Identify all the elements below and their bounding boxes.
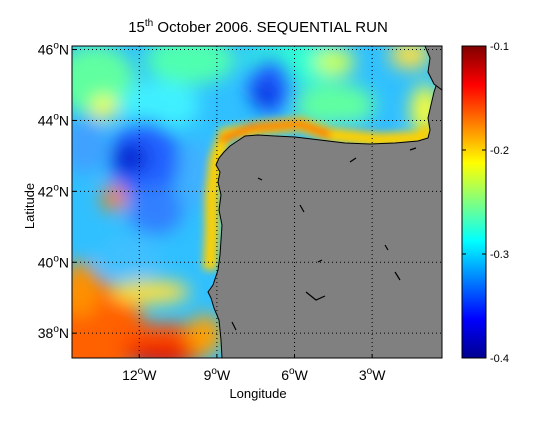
y-tick-label: 44oN	[38, 111, 69, 128]
colorbar	[461, 45, 487, 359]
x-tick-label: 9oW	[204, 366, 231, 383]
colorbar-tick-label: -0.4	[490, 353, 509, 365]
y-tick-label: 40oN	[38, 253, 69, 270]
x-tick-label: 12oW	[122, 366, 157, 383]
x-axis-label: Longitude	[229, 386, 286, 401]
title-suffix: th	[145, 18, 153, 29]
map-frame	[71, 45, 443, 359]
title-day: 15	[128, 19, 145, 36]
map-title: 15th October 2006. SEQUENTIAL RUN	[128, 18, 388, 36]
title-rest: October 2006. SEQUENTIAL RUN	[153, 19, 388, 36]
y-tick-label: 38oN	[38, 324, 69, 341]
x-tick-label: 6oW	[281, 366, 308, 383]
y-axis-label: Latitude	[22, 183, 37, 229]
y-tick-labels: 46oN 44oN 42oN 40oN 38oN	[38, 41, 69, 342]
colorbar-tick-label: -0.3	[490, 249, 509, 261]
colorbar-tick-label: -0.1	[490, 41, 509, 53]
colorbar-tick-label: -0.2	[490, 145, 509, 157]
x-tick-label: 3oW	[359, 366, 386, 383]
colorbar-ticks: -0.1 -0.2 -0.3 -0.4	[462, 41, 509, 365]
y-tick-label: 46oN	[38, 41, 69, 58]
x-tick-labels: 12oW 9oW 6oW 3oW	[122, 366, 386, 383]
map-field	[72, 46, 442, 358]
coastal-upwelling	[203, 116, 435, 271]
biscay-east-land	[424, 46, 442, 91]
map-grid	[72, 46, 442, 358]
y-tick-label: 42oN	[38, 182, 69, 199]
inland-water	[231, 147, 417, 331]
